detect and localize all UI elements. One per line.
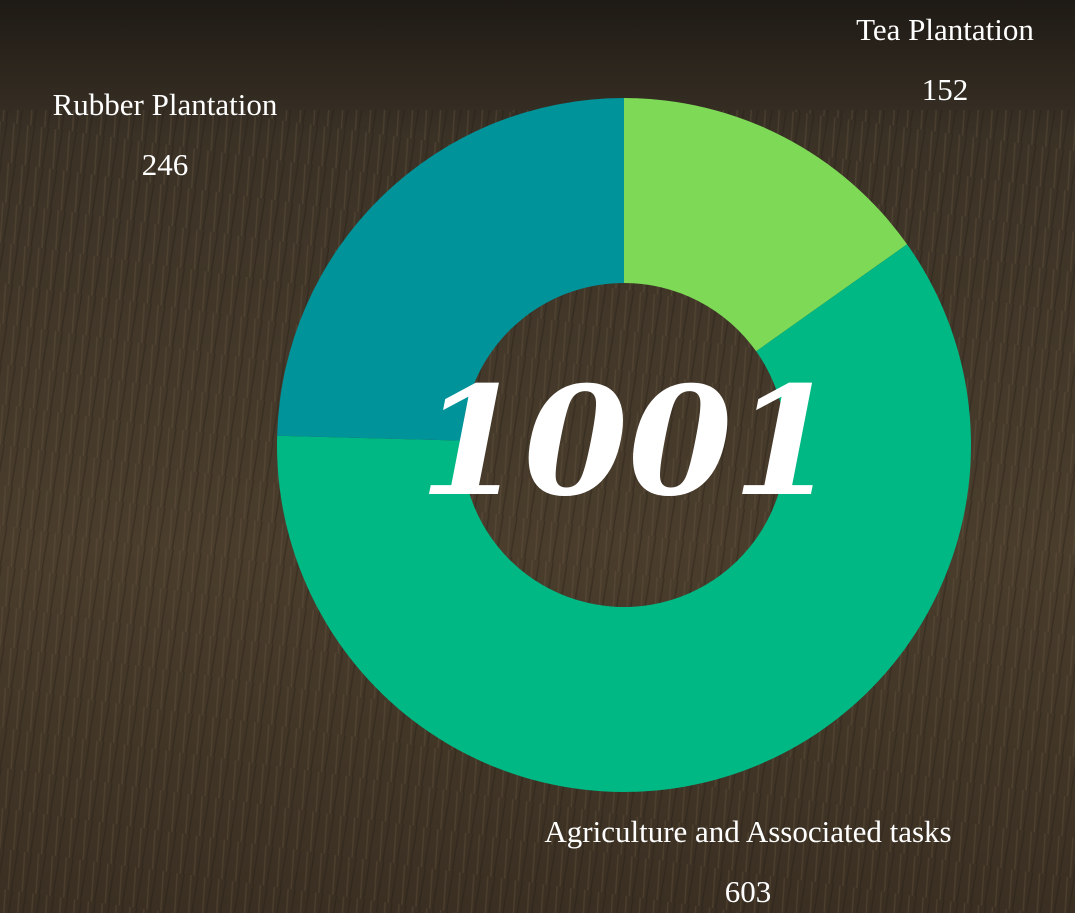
slice-value: 152 — [922, 72, 969, 107]
center-total: 1001 — [419, 354, 836, 530]
slice-label: Rubber Plantation — [53, 87, 278, 122]
slice-label: Agriculture and Associated tasks — [544, 814, 951, 849]
donut-slice — [277, 98, 624, 441]
donut-slice — [624, 98, 908, 352]
donut — [277, 98, 972, 793]
slice-label: Tea Plantation — [856, 12, 1034, 47]
slice-value: 246 — [142, 147, 189, 182]
donut-slice — [277, 244, 972, 793]
slice-value: 603 — [725, 874, 772, 909]
